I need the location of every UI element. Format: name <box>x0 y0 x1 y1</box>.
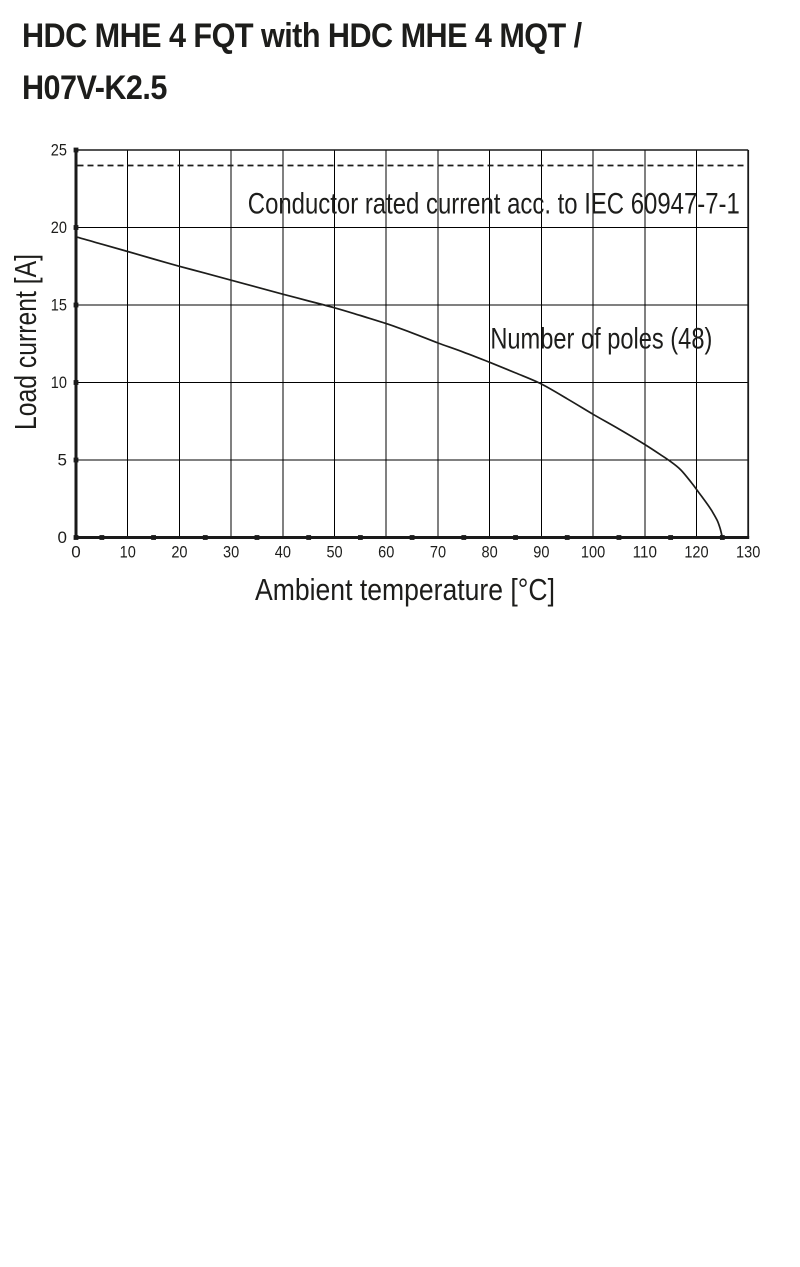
x-minor-tick <box>461 535 467 540</box>
y-axis-title: Load current [A] <box>8 254 43 430</box>
y-tick <box>73 535 79 540</box>
x-tick-label: 60 <box>378 543 394 562</box>
x-tick-label: 100 <box>581 543 605 562</box>
y-tick-label: 20 <box>51 218 67 237</box>
x-tick-label: 30 <box>223 543 239 562</box>
x-minor-tick <box>719 535 725 540</box>
x-tick-label: 80 <box>482 543 498 562</box>
x-tick-label: 10 <box>120 543 136 562</box>
y-tick-label: 5 <box>58 451 67 470</box>
x-minor-tick <box>254 535 260 540</box>
x-tick-label: 50 <box>326 543 342 562</box>
x-minor-tick <box>616 535 622 540</box>
x-tick-label: 110 <box>633 543 657 562</box>
y-tick-label: 0 <box>58 528 67 547</box>
y-tick-label: 15 <box>51 296 67 315</box>
y-tick <box>73 457 79 463</box>
derating-chart-svg: 0 10 20 30 40 50 60 70 80 90 100 110 120 130 0 5 10 15 20 2… <box>8 141 761 608</box>
derating-curve-group <box>75 235 724 538</box>
page-title-line2: H07V-K2.5 <box>22 69 167 107</box>
page-title-line1: HDC MHE 4 FQT with HDC MHE 4 MQT / <box>22 17 582 55</box>
x-minor-tick <box>513 535 518 540</box>
x-minor-tick <box>409 535 415 540</box>
x-axis-title: Ambient temperature [°C] <box>255 572 555 607</box>
x-minor-tick <box>564 535 570 540</box>
axis-tick-labels: 0 10 20 30 40 50 60 70 80 90 100 110 120 130 0 5 10 15 20 2… <box>51 141 761 562</box>
y-tick <box>73 380 79 385</box>
page-title: HDC MHE 4 FQT with HDC MHE 4 MQT / H07V-… <box>22 10 582 114</box>
derating-curve <box>75 235 724 538</box>
x-tick-label: 40 <box>275 543 291 562</box>
x-tick-label: 120 <box>684 543 708 562</box>
y-tick <box>73 147 79 153</box>
x-minor-tick <box>668 535 674 540</box>
x-tick-label: 130 <box>736 543 760 562</box>
x-tick-label: 0 <box>71 543 80 562</box>
x-tick-label: 90 <box>533 543 549 562</box>
x-minor-tick <box>202 535 208 540</box>
y-tick-label: 25 <box>51 141 67 160</box>
annotation-number-of-poles: Number of poles (48) <box>490 322 712 355</box>
x-minor-tick <box>357 535 363 540</box>
gridlines <box>76 150 749 538</box>
derating-chart: 0 10 20 30 40 50 60 70 80 90 100 110 120 130 0 5 10 15 20 2… <box>0 140 800 620</box>
x-tick-label: 20 <box>171 543 187 562</box>
x-tick-label: 70 <box>430 543 446 562</box>
x-minor-tick <box>99 535 105 540</box>
x-minor-tick <box>306 535 312 540</box>
x-minor-tick <box>151 535 156 540</box>
y-tick-label: 10 <box>51 373 67 392</box>
annotation-conductor-rated-current: Conductor rated current acc. to IEC 6094… <box>248 188 740 221</box>
chart-text: Conductor rated current acc. to IEC 6094… <box>8 188 740 607</box>
y-tick <box>73 302 79 308</box>
y-tick <box>73 225 79 230</box>
axis-ticks <box>73 147 725 540</box>
